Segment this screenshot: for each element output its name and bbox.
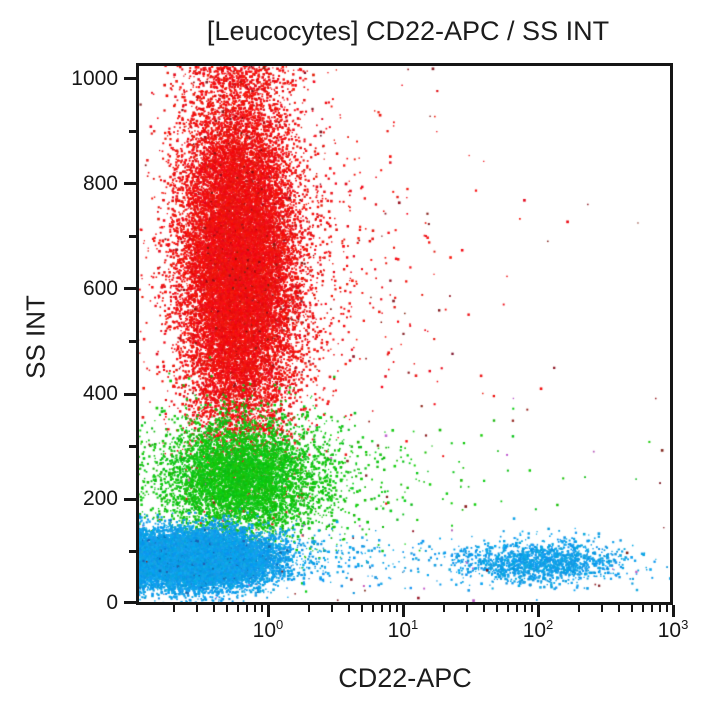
x-axis-minor-tick [651,605,654,612]
x-axis-minor-tick [631,605,634,612]
y-axis-minor-tick [129,550,136,554]
x-axis-minor-tick [331,605,334,612]
x-axis-minor-tick [361,605,364,612]
x-axis-minor-tick [516,605,519,612]
scatter-plot-canvas [139,66,670,602]
y-axis-major-tick [124,601,136,604]
x-axis-minor-tick [507,605,510,612]
x-axis-major-tick [266,605,270,617]
x-axis-tick-label: 100 [252,617,284,642]
x-axis-major-tick [536,605,540,617]
x-axis-major-tick [401,605,405,617]
x-axis-minor-tick [577,605,580,612]
x-axis-minor-tick [253,605,256,612]
x-axis-minor-tick [523,605,526,612]
y-axis-tick-label: 1000 [71,66,118,90]
x-axis-minor-tick [442,605,445,612]
y-axis-minor-tick [129,129,136,133]
y-axis-tick-label: 800 [82,171,118,195]
x-axis-minor-tick [237,605,239,612]
x-axis-minor-tick [172,605,175,612]
y-axis-major-tick [124,497,136,501]
y-axis-tick-label: 600 [82,276,118,300]
y-axis-major-tick [124,182,136,186]
x-axis-minor-tick [246,605,249,612]
x-axis-minor-tick [307,605,310,612]
x-axis-minor-tick [260,605,263,612]
x-axis-tick-label: 101 [387,617,419,642]
x-axis-title: CD22-APC [338,663,472,693]
x-axis-tick-label: 102 [522,617,554,642]
y-axis-tick-label: 200 [82,487,118,511]
x-axis-minor-tick [530,605,533,612]
y-axis-tick-label: 400 [82,382,118,406]
x-axis-minor-tick [395,605,398,612]
x-axis-minor-tick [213,605,216,612]
chart-title: [Leucocytes] CD22-APC / SS INT [206,16,610,46]
x-axis-minor-tick [372,605,375,612]
y-axis-major-tick [124,77,136,81]
x-axis-minor-tick [658,605,661,612]
x-axis-major-tick [672,605,675,617]
x-axis-tick-label: 103 [657,617,689,642]
y-axis-major-tick [124,392,136,396]
y-axis-title: SS INT [20,295,51,379]
x-axis-minor-tick [665,605,668,612]
x-axis-minor-tick [226,605,229,612]
x-axis-minor-tick [618,605,621,612]
y-axis-minor-tick [129,234,136,238]
x-axis-minor-tick [348,605,351,612]
x-axis-minor-tick [496,605,499,612]
x-axis-minor-tick [601,605,604,612]
x-axis-minor-tick [381,605,384,612]
y-axis-major-tick [124,287,136,291]
x-axis-minor-tick [196,605,199,612]
x-axis-minor-tick [642,605,645,612]
x-axis-minor-tick [466,605,469,612]
y-axis-minor-tick [129,445,136,449]
x-axis-minor-tick [388,605,391,612]
y-axis-tick-label: 0 [106,590,118,614]
y-axis-minor-tick [129,340,136,344]
x-axis-minor-tick [483,605,486,612]
